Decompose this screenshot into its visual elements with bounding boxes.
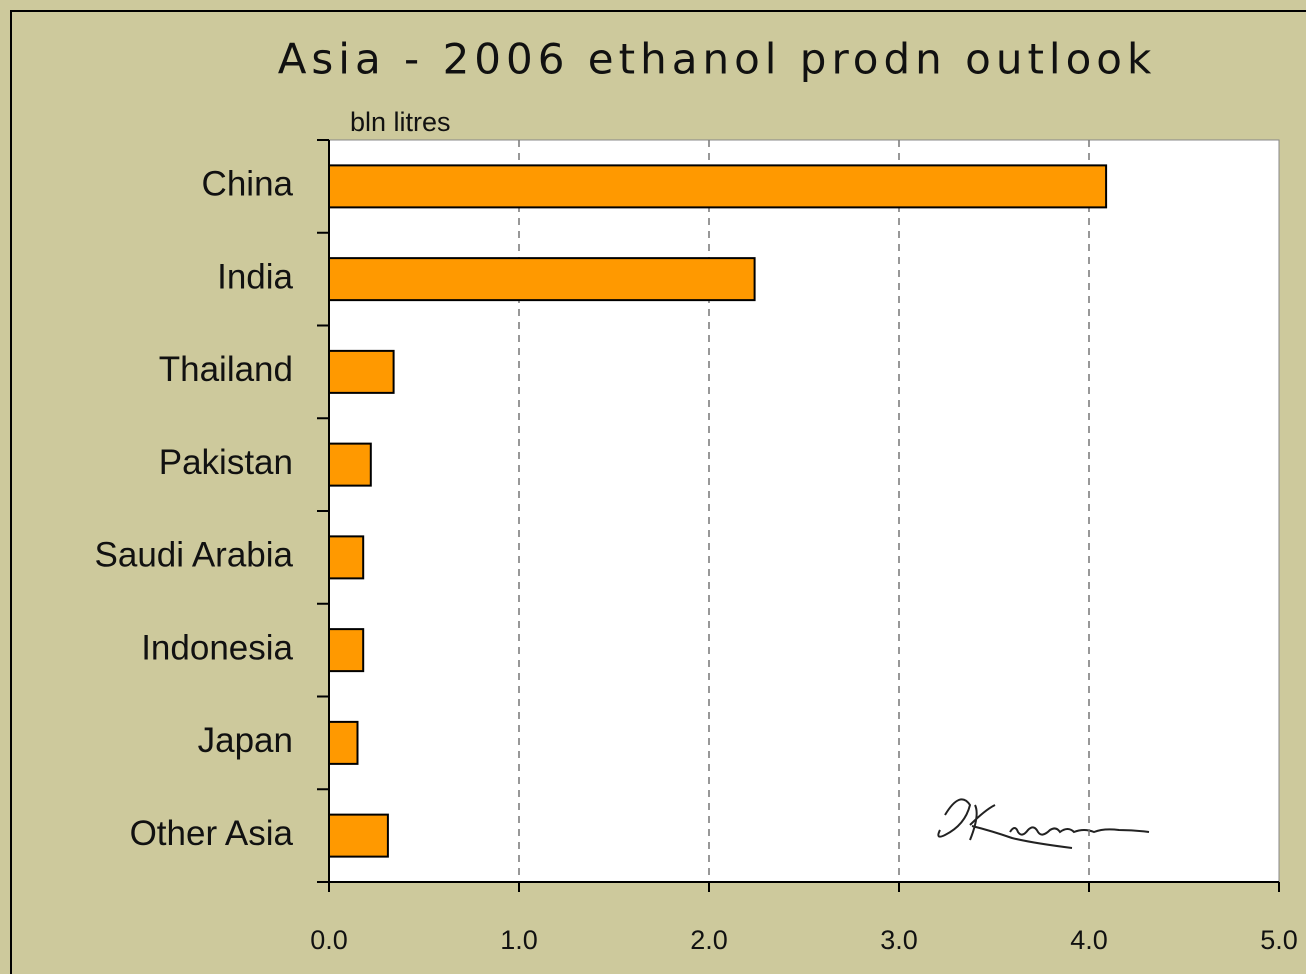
bar <box>328 164 1108 209</box>
bar <box>328 257 756 302</box>
y-tick-label: India <box>217 257 293 296</box>
y-tick-label: China <box>202 165 294 204</box>
bar <box>328 720 359 765</box>
y-tick-label: Pakistan <box>159 443 293 482</box>
axis-unit: bln litres <box>350 107 451 137</box>
y-tick-label: Japan <box>198 721 293 760</box>
x-tick-label: 3.0 <box>880 925 918 955</box>
x-tick-label: 2.0 <box>690 925 728 955</box>
x-tick-label: 0.0 <box>310 925 348 955</box>
y-tick-label: Indonesia <box>141 628 293 667</box>
signature <box>937 798 1150 849</box>
x-tick-label: 1.0 <box>500 925 538 955</box>
x-tick-label: 5.0 <box>1260 925 1298 955</box>
bar <box>328 628 365 673</box>
bar <box>328 813 389 858</box>
plot-area <box>328 139 1280 883</box>
x-tick-label: 4.0 <box>1070 925 1108 955</box>
y-tick-label: Other Asia <box>130 814 294 853</box>
bar <box>328 535 365 580</box>
y-tick-label: Saudi Arabia <box>95 536 294 575</box>
y-tick-label: Thailand <box>159 350 293 389</box>
chart-title: Asia - 2006 ethanol prodn outlook <box>278 35 1157 84</box>
bar <box>328 442 372 487</box>
bar <box>328 349 395 394</box>
